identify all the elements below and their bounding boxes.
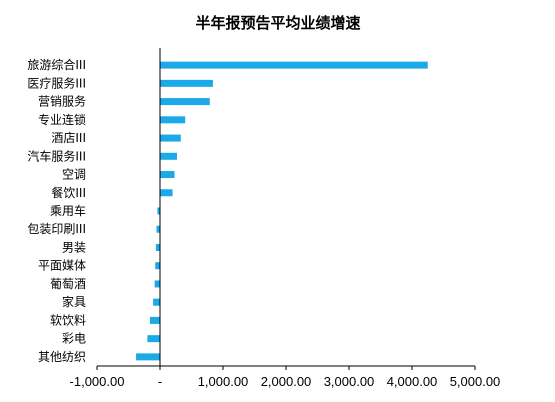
x-tick-label-3: 1,000.00 (198, 374, 249, 389)
category-label-12: 平面媒体 (38, 259, 86, 273)
category-label-4: 专业连锁 (38, 112, 86, 127)
bar-14 (153, 298, 160, 306)
bar-11 (155, 243, 160, 251)
bar-1 (160, 61, 428, 69)
category-label-2: 医疗服务III (27, 75, 86, 90)
x-tick-label-6: 4,000.00 (387, 374, 438, 389)
bar-6 (160, 152, 178, 160)
category-label-8: 餐饮III (51, 185, 86, 200)
x-tick-label-4: 2,000.00 (261, 374, 312, 389)
category-label-15: 软饮料 (50, 313, 86, 327)
category-label-10: 包装印刷III (27, 222, 86, 236)
bar-3 (160, 98, 210, 106)
category-label-3: 营销服务 (38, 94, 86, 109)
x-tick-label-5: 3,000.00 (324, 374, 375, 389)
category-label-6: 汽车服务III (27, 148, 86, 163)
x-axis-ticks: -1,000.00-1,000.00 2,000.00 3,000.00 4,000.… (70, 366, 501, 389)
category-label-11: 男装 (62, 240, 86, 254)
category-label-1: 旅游综合III (27, 57, 86, 72)
category-label-5: 酒店III (51, 131, 86, 145)
bar-group (136, 61, 428, 361)
bar-12 (155, 262, 160, 270)
bar-4 (160, 116, 186, 124)
category-label-16: 彩电 (62, 332, 86, 346)
bar-2 (160, 79, 213, 87)
bar-8 (160, 189, 173, 197)
bar-7 (160, 171, 175, 179)
x-tick-label-1: -1,000.00 (70, 374, 125, 389)
bar-13 (154, 280, 160, 288)
bar-10 (156, 225, 160, 233)
bar-16 (147, 335, 160, 343)
bar-9 (157, 207, 160, 215)
category-label-13: 葡萄酒 (50, 277, 86, 291)
x-tick-label-2: - (158, 374, 162, 389)
bar-5 (160, 134, 181, 142)
bar-17 (136, 353, 160, 361)
category-label-14: 家具 (62, 294, 86, 309)
bar-15 (149, 316, 160, 324)
category-label-7: 空调 (62, 168, 86, 182)
category-label-9: 乘用车 (50, 203, 86, 218)
x-tick-label-7: 5,000.00 (450, 374, 501, 389)
category-label-17: 其他纺织 (38, 350, 86, 364)
chart-title: 半年报预告平均业绩增速 (195, 14, 360, 32)
